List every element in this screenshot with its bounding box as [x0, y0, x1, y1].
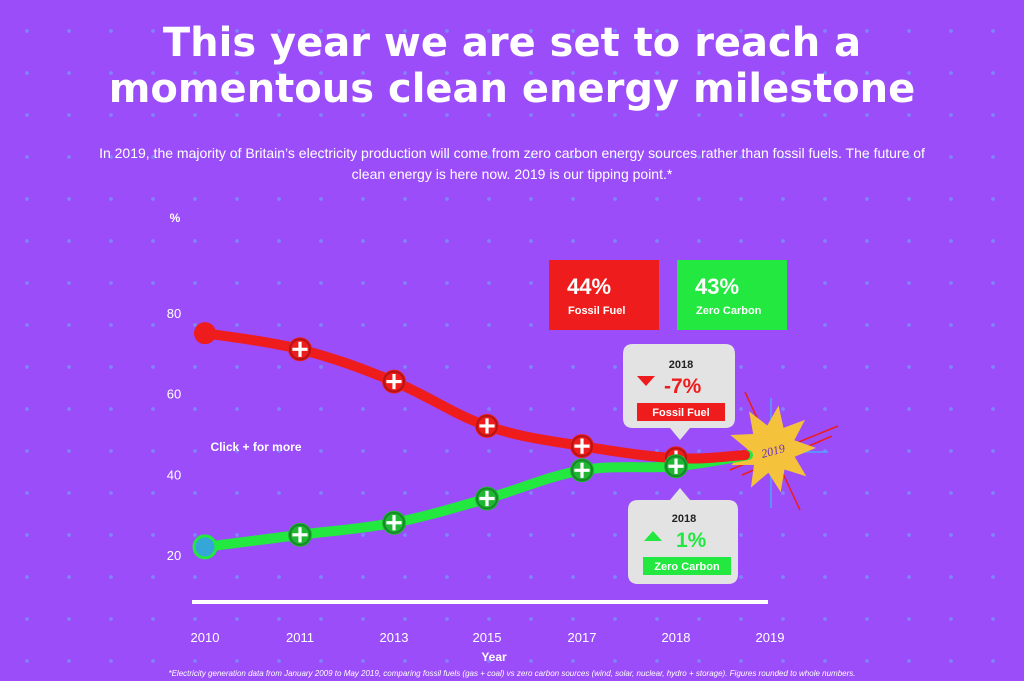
plus-icon	[574, 438, 590, 454]
x-tick-label: 2013	[380, 630, 409, 645]
summary-zero-label: Zero Carbon	[696, 305, 762, 317]
x-tick-label: 2019	[756, 630, 785, 645]
fossil-start-point	[194, 322, 216, 345]
summary-box-fossil: 44% Fossil Fuel	[549, 260, 659, 330]
plus-icon	[574, 462, 590, 478]
up-arrow-icon	[644, 531, 662, 541]
y-tick-label: 20	[167, 548, 181, 563]
plus-icon	[292, 341, 308, 357]
zero-plus-button-2017[interactable]	[570, 458, 594, 483]
x-tick-label: 2011	[286, 630, 314, 645]
zero-plus-button-2018[interactable]	[664, 454, 688, 479]
y-tick-label: 80	[167, 306, 181, 321]
callout-fossil-year: 2018	[669, 359, 693, 371]
fossil-plus-button-2011[interactable]	[288, 337, 312, 362]
fossil-plus-button-2015[interactable]	[475, 413, 499, 438]
zero-plus-button-2015[interactable]	[475, 486, 499, 511]
summary-box-zero: 43% Zero Carbon	[677, 260, 787, 330]
callout-fossil-tag	[637, 403, 725, 421]
x-axis-ticks: 2010 2011 2013 2015 2017 2018 2019	[191, 630, 785, 645]
title-line-2: momentous clean energy milestone	[108, 66, 916, 112]
callout-fossil-change: -7%	[664, 375, 702, 398]
y-tick-label: 60	[167, 387, 181, 402]
x-tick-label: 2015	[473, 630, 502, 645]
zero-plus-button-2013[interactable]	[382, 510, 406, 535]
plus-icon	[668, 458, 684, 474]
page-title: This year we are set to reach a momentou…	[0, 20, 1024, 112]
subtitle-line-2: clean energy is here now. 2019 is our ti…	[351, 166, 673, 182]
footnote: *Electricity generation data from Januar…	[168, 669, 856, 678]
fossil-plus-button-2017[interactable]	[570, 434, 594, 459]
summary-fossil-label: Fossil Fuel	[568, 305, 625, 317]
x-tick-label: 2017	[568, 630, 597, 645]
star-label: 2019	[760, 441, 787, 461]
zero-plus-button-2011[interactable]	[288, 522, 312, 547]
down-arrow-icon	[637, 376, 655, 386]
fossil-plus-button-2013[interactable]	[382, 369, 406, 394]
callout-fossil: 2018 -7% Fossil Fuel	[623, 344, 735, 440]
x-tick-label: 2018	[662, 630, 691, 645]
y-axis-ticks: 20 40 60 80	[167, 306, 181, 563]
summary-zero-value: 43%	[695, 274, 739, 299]
plus-icon	[292, 527, 308, 543]
title-line-1: This year we are set to reach a	[162, 20, 862, 66]
callout-zero-change: 1%	[676, 529, 707, 552]
subtitle-line-1: In 2019, the majority of Britain’s elect…	[99, 145, 925, 161]
x-tick-label: 2010	[191, 630, 220, 645]
summary-box-zero-bg	[677, 260, 787, 330]
callout-zero-year: 2018	[672, 513, 696, 525]
callout-fossil-label: Fossil Fuel	[652, 407, 709, 419]
zero-start-point	[192, 534, 218, 560]
tipping-point-star: 2019	[729, 391, 839, 511]
subtitle: In 2019, the majority of Britain’s elect…	[40, 143, 984, 185]
plus-icon	[479, 490, 495, 507]
callout-zero: 2018 1% Zero Carbon	[628, 488, 738, 584]
summary-box-fossil-bg	[549, 260, 659, 330]
plus-icon	[386, 373, 402, 390]
callout-zero-tag	[643, 557, 731, 575]
callout-zero-label: Zero Carbon	[654, 561, 720, 573]
summary-fossil-value: 44%	[567, 274, 611, 299]
y-tick-label: 40	[167, 467, 181, 482]
star-shape	[730, 405, 816, 493]
plus-icon	[386, 515, 402, 531]
hint-text: Click + for more	[210, 440, 301, 454]
plus-icon	[479, 418, 495, 434]
y-axis-label: %	[170, 211, 181, 225]
x-axis-label: Year	[481, 650, 507, 664]
data-points	[192, 322, 688, 560]
